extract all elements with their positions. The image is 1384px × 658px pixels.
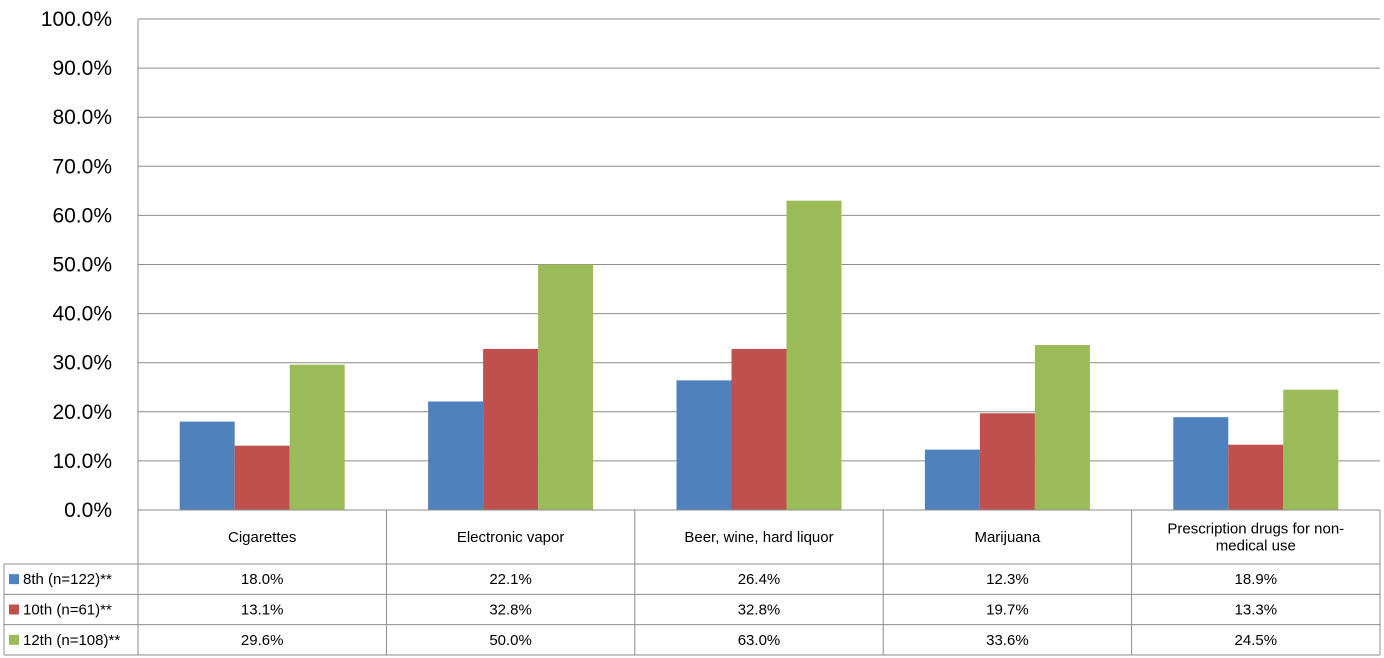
legend-label: 8th (n=122)** bbox=[23, 571, 112, 588]
y-tick-label: 40.0% bbox=[52, 303, 112, 326]
category-label: medical use bbox=[1216, 538, 1296, 555]
data-table-value: 13.1% bbox=[241, 602, 284, 619]
bar bbox=[786, 200, 842, 511]
bar bbox=[1283, 389, 1339, 510]
data-table-value: 19.7% bbox=[986, 602, 1029, 619]
legend-swatch bbox=[9, 634, 19, 645]
legend-label: 12th (n=108)** bbox=[23, 632, 120, 649]
y-tick-label: 60.0% bbox=[52, 204, 112, 227]
bar bbox=[483, 348, 539, 510]
bar bbox=[289, 364, 345, 510]
data-table-value: 32.8% bbox=[738, 602, 781, 619]
y-tick-label: 30.0% bbox=[52, 352, 112, 375]
bar bbox=[1228, 444, 1284, 510]
legend-swatch bbox=[9, 604, 19, 615]
category-label: Prescription drugs for non- bbox=[1167, 521, 1344, 538]
category-label: Beer, wine, hard liquor bbox=[684, 529, 833, 546]
data-table-value: 13.3% bbox=[1235, 602, 1278, 619]
data-table-value: 29.6% bbox=[241, 632, 284, 649]
category-label: Marijuana bbox=[974, 529, 1041, 546]
bar bbox=[731, 348, 787, 510]
category-label: Electronic vapor bbox=[457, 529, 565, 546]
bar bbox=[179, 421, 235, 510]
bar bbox=[979, 413, 1035, 510]
data-table-value: 12.3% bbox=[986, 571, 1029, 588]
bar bbox=[234, 445, 290, 510]
bar bbox=[428, 401, 484, 510]
bar bbox=[538, 264, 594, 510]
y-tick-label: 20.0% bbox=[52, 401, 112, 424]
bar bbox=[924, 449, 980, 510]
category-label: Cigarettes bbox=[228, 529, 296, 546]
bar bbox=[1034, 345, 1090, 510]
y-tick-label: 10.0% bbox=[52, 450, 112, 473]
y-tick-label: 80.0% bbox=[52, 106, 112, 129]
y-tick-label: 50.0% bbox=[52, 254, 112, 277]
bar bbox=[676, 380, 732, 510]
y-tick-label: 70.0% bbox=[52, 155, 112, 178]
legend-swatch bbox=[9, 574, 19, 585]
data-table-value: 50.0% bbox=[489, 632, 532, 649]
legend-label: 10th (n=61)** bbox=[23, 602, 112, 619]
data-table-value: 63.0% bbox=[738, 632, 781, 649]
data-table-value: 22.1% bbox=[489, 571, 532, 588]
data-table-value: 24.5% bbox=[1235, 632, 1278, 649]
data-table-value: 26.4% bbox=[738, 571, 781, 588]
y-tick-label: 0.0% bbox=[64, 499, 112, 522]
y-tick-label: 100.0% bbox=[41, 8, 112, 31]
data-table-value: 32.8% bbox=[489, 602, 532, 619]
bar bbox=[1173, 417, 1229, 510]
data-table-value: 33.6% bbox=[986, 632, 1029, 649]
y-tick-label: 90.0% bbox=[52, 57, 112, 80]
data-table-value: 18.0% bbox=[241, 571, 284, 588]
data-table-value: 18.9% bbox=[1235, 571, 1278, 588]
